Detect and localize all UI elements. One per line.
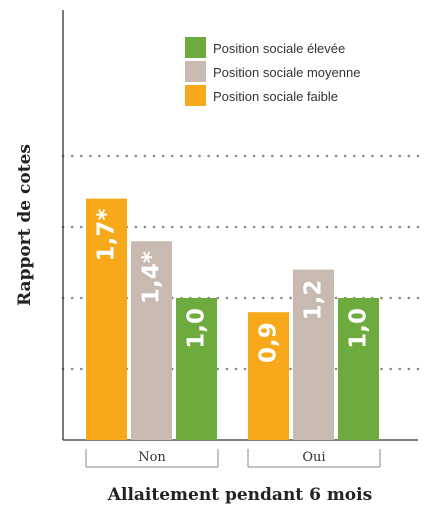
bar-oui-1 [248, 312, 289, 440]
legend-swatch-2 [185, 61, 206, 82]
bar-oui-2 [293, 269, 334, 440]
data-label-non-3: 1,0 [184, 308, 210, 349]
data-label-non-1: 1,7* [94, 209, 120, 262]
data-label-oui-1: 0,9 [256, 322, 282, 363]
data-label-oui-2: 1,2 [301, 280, 327, 321]
tick-label-oui: Oui [302, 450, 325, 465]
bar-non-3 [176, 298, 217, 440]
bar-non-2 [131, 241, 172, 440]
y-axis-title: Rapport de cotes [15, 144, 35, 306]
data-label-oui-3: 1,0 [346, 308, 372, 349]
x-axis-title: Allaitement pendant 6 mois [107, 485, 372, 505]
legend-label-1: Position sociale élevée [213, 41, 345, 56]
bar-oui-3 [338, 298, 379, 440]
data-label-non-2: 1,4* [139, 251, 165, 304]
legend-swatch-1 [185, 37, 206, 58]
tick-label-non: Non [138, 450, 166, 465]
legend-swatch-3 [185, 85, 206, 106]
bar-non-1 [86, 198, 127, 440]
legend-label-3: Position sociale faible [213, 89, 338, 104]
legend-label-2: Position sociale moyenne [213, 65, 360, 80]
